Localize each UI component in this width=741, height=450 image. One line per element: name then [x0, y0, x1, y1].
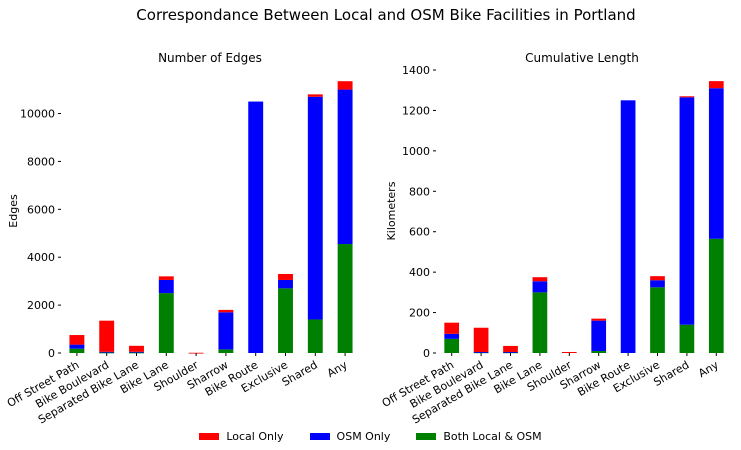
length-bar-osm-only-5	[591, 320, 607, 351]
edges-bar-both-local-osm-0	[69, 348, 85, 353]
length-bar-local-only-2	[503, 345, 518, 352]
edges-bar-osm-only-0	[69, 344, 85, 349]
legend-item-osm-only: OSM Only	[309, 426, 391, 446]
edges-bar-both-local-osm-8	[307, 319, 323, 353]
length-x-tick-label: Any	[696, 358, 721, 380]
length-bar-osm-only-9	[708, 88, 724, 239]
edges-panel: Number of Edges Edges 0 2000 4000 6000 8000 1…	[5, 51, 353, 426]
edges-bar-osm-only-3	[158, 279, 174, 294]
edges-bar-local-only-3	[158, 276, 174, 280]
legend-swatch-both	[416, 432, 437, 440]
length-bar-osm-only-8	[679, 97, 695, 325]
legend-item-both: Both Local & OSM	[416, 426, 542, 446]
edges-y-tick-label: 10000	[20, 108, 55, 121]
edges-bar-both-local-osm-9	[337, 244, 353, 353]
edges-bar-local-only-1	[99, 320, 115, 352]
length-bar-local-only-5	[591, 318, 607, 321]
length-bar-osm-only-7	[650, 280, 665, 288]
length-y-tick-label: 200	[409, 307, 430, 320]
edges-bar-both-local-osm-1	[99, 352, 115, 354]
length-y-axis-label: Kilometers	[385, 181, 398, 240]
length-bar-local-only-1	[473, 327, 489, 352]
edges-y-tick-label: 6000	[27, 203, 55, 216]
edges-bar-osm-only-5	[218, 312, 234, 350]
edges-bar-both-local-osm-3	[158, 293, 174, 353]
length-bar-local-only-7	[650, 276, 665, 281]
edges-y-tick-label: 2000	[27, 299, 55, 312]
edges-bar-osm-only-2	[129, 351, 144, 353]
edges-x-tick-label: Any	[325, 358, 350, 380]
legend-label-osm-only: OSM Only	[336, 429, 391, 443]
legend-item-local-only: Local Only	[199, 426, 284, 446]
edges-bar-both-local-osm-2	[129, 352, 144, 354]
legend-swatch-local-only	[199, 432, 220, 440]
edges-bar-local-only-2	[129, 345, 144, 352]
length-bar-both-local-osm-1	[473, 352, 489, 354]
legend-label-both: Both Local & OSM	[443, 429, 542, 443]
length-bar-both-local-osm-8	[679, 324, 695, 353]
edges-bar-osm-only-9	[337, 89, 353, 245]
edges-y-tick-label: 0	[48, 347, 55, 360]
legend-swatch-osm-only	[309, 432, 330, 440]
edges-y-tick-label: 4000	[27, 251, 55, 264]
length-bar-both-local-osm-3	[532, 292, 548, 353]
edges-y-tick-label: 8000	[27, 155, 55, 168]
edges-bar-local-only-8	[307, 94, 323, 97]
length-bar-local-only-0	[444, 322, 460, 334]
length-bar-local-only-3	[532, 277, 548, 282]
length-y-tick-label: 1000	[402, 145, 430, 158]
length-bar-osm-only-0	[444, 333, 460, 339]
length-bar-local-only-9	[708, 81, 724, 89]
length-bar-osm-only-1	[473, 351, 489, 353]
length-bar-osm-only-6	[620, 100, 636, 353]
length-y-tick-label: 800	[409, 185, 430, 198]
length-y-tick-label: 1200	[402, 104, 430, 117]
length-y-tick-label: 600	[409, 226, 430, 239]
edges-y-axis-label: Edges	[7, 194, 20, 228]
legend-label-local-only: Local Only	[226, 429, 284, 443]
length-bar-both-local-osm-7	[650, 287, 665, 353]
edges-bar-osm-only-1	[99, 351, 115, 353]
length-bar-osm-only-2	[503, 351, 518, 353]
length-panel: Cumulative Length Kilometers 0 200 400 600 8…	[380, 51, 724, 426]
length-bar-both-local-osm-5	[591, 350, 607, 353]
edges-bar-local-only-9	[337, 81, 353, 90]
length-bar-local-only-8	[679, 96, 695, 98]
length-bar-both-local-osm-0	[444, 338, 460, 353]
length-panel-title: Cumulative Length	[525, 51, 639, 65]
edges-bar-local-only-0	[69, 335, 85, 345]
figure-title: Correspondance Between Local and OSM Bik…	[136, 6, 635, 24]
edges-bar-local-only-7	[278, 273, 293, 280]
length-bar-osm-only-3	[532, 281, 548, 293]
edges-bar-both-local-osm-7	[278, 288, 293, 353]
length-y-tick-label: 0	[423, 347, 430, 360]
length-bar-both-local-osm-9	[708, 238, 724, 353]
edges-bar-both-local-osm-5	[218, 349, 234, 353]
edges-panel-title: Number of Edges	[158, 51, 262, 65]
legend: Local Only OSM Only Both Local & OSM	[0, 426, 741, 446]
edges-bar-osm-only-8	[307, 96, 323, 320]
edges-bar-osm-only-7	[278, 279, 293, 289]
length-y-tick-label: 1400	[402, 64, 430, 77]
edges-bar-local-only-5	[218, 309, 234, 313]
edges-bar-osm-only-6	[248, 101, 264, 353]
length-bar-local-only-4	[561, 351, 577, 353]
length-y-tick-label: 400	[409, 266, 430, 279]
length-bar-both-local-osm-2	[503, 352, 518, 354]
